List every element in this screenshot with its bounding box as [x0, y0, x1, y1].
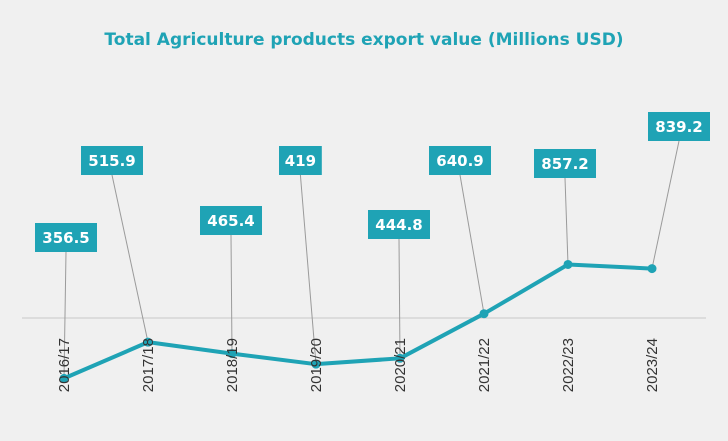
x-tick-label-2: 2018/19	[224, 338, 241, 392]
x-tick-label-5: 2021/22	[476, 338, 493, 392]
data-label-7: 839.2	[655, 118, 702, 136]
data-point-7	[647, 264, 657, 274]
data-point-2	[227, 349, 237, 359]
data-label-5: 640.9	[436, 152, 483, 170]
x-tick-label-7: 2023/24	[644, 338, 661, 392]
leader-line-6	[564, 177, 569, 265]
data-point-0	[59, 373, 69, 383]
x-tick-label-4: 2020/21	[392, 338, 409, 392]
data-label-box-3	[279, 146, 322, 175]
data-label-box-7	[648, 112, 710, 141]
data-point-1	[143, 337, 153, 347]
data-point-6	[563, 259, 573, 269]
data-label-3: 419	[285, 152, 316, 170]
x-tick-label-1: 2017/18	[140, 338, 157, 392]
chart-title: Total Agriculture products export value …	[104, 30, 624, 50]
data-point-5	[479, 309, 489, 319]
x-tick-label-6: 2022/23	[560, 338, 577, 392]
x-tick-label-0: 2016/17	[56, 338, 73, 392]
data-point-3	[311, 359, 321, 369]
data-label-box-4	[368, 210, 430, 239]
leader-line-7	[651, 140, 680, 269]
data-label-6: 857.2	[541, 155, 588, 173]
data-label-box-0	[35, 223, 97, 252]
data-label-box-1	[81, 146, 143, 175]
x-tick-label-3: 2019/20	[308, 338, 325, 392]
leader-line-5	[459, 174, 485, 314]
data-label-box-5	[429, 146, 491, 175]
data-label-0: 356.5	[42, 229, 89, 247]
data-label-box-6	[534, 149, 596, 178]
leader-line-0	[63, 251, 67, 379]
leader-line-4	[398, 238, 401, 359]
data-label-1: 515.9	[88, 152, 135, 170]
data-label-box-2	[200, 206, 262, 235]
data-label-2: 465.4	[207, 212, 254, 230]
series-line	[62, 262, 654, 381]
leader-line-3	[299, 174, 317, 365]
leader-line-2	[230, 234, 233, 354]
leader-line-1	[111, 174, 149, 343]
data-label-4: 444.8	[375, 216, 422, 234]
data-point-4	[395, 353, 405, 363]
